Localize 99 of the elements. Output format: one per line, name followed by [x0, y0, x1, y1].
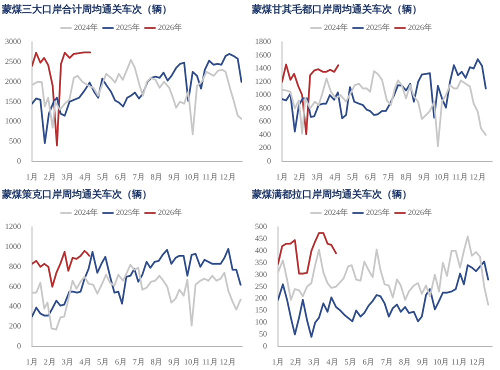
legend-label: 2026年: [408, 208, 432, 218]
y-tick-label: 2500: [5, 56, 21, 66]
x-tick-label: 7月: [132, 172, 145, 182]
x-tick-label: 9月: [168, 357, 180, 366]
legend-label: 2025年: [116, 208, 140, 218]
legend-label: 2024年: [74, 23, 98, 32]
x-tick-label: 12月: [470, 172, 486, 182]
y-tick-label: 450: [255, 234, 267, 244]
y-tick-label: 1000: [5, 242, 21, 251]
y-tick-label: 350: [255, 258, 267, 267]
x-tick-label: 5月: [347, 172, 360, 182]
x-tick-label: 12月: [220, 357, 236, 366]
y-tick-label: 1000: [5, 116, 21, 126]
x-tick-label: 4月: [79, 172, 92, 182]
y-tick-label: 500: [255, 222, 267, 232]
y-tick-label: 400: [9, 302, 21, 311]
chart-title: 蒙煤三大口岸合计周均通关车次（辆）: [1, 4, 172, 16]
x-tick-label: 3月: [62, 357, 74, 366]
x-tick-label: 11月: [202, 357, 218, 366]
y-tick-label: 400: [259, 130, 271, 139]
x-tick-label: 2月: [44, 172, 56, 182]
x-tick-label: 11月: [202, 172, 218, 182]
y-tick-label: 1200: [5, 222, 21, 232]
x-tick-label: 9月: [418, 172, 430, 182]
y-tick-label: 600: [259, 116, 271, 126]
x-tick-label: 7月: [380, 357, 393, 366]
legend-label: 2025年: [366, 23, 390, 32]
chart-title: 蒙煤满都拉口岸周均通关车次（辆）: [251, 188, 412, 201]
x-tick-label: 10月: [433, 357, 450, 366]
x-tick-label: 9月: [168, 172, 180, 182]
y-tick-label: 800: [259, 103, 271, 112]
x-tick-label: 10月: [184, 357, 200, 366]
chart-title: 蒙煤甘其毛都口岸周均通关车次（辆）: [251, 4, 422, 16]
y-tick-label: 2000: [5, 76, 21, 86]
y-tick-label: 200: [255, 294, 267, 303]
x-tick-label: 6月: [364, 172, 377, 182]
x-tick-label: 8月: [150, 357, 163, 366]
y-tick-label: 250: [255, 282, 267, 291]
x-tick-label: 2月: [294, 172, 306, 182]
y-tick-label: 50: [259, 330, 267, 339]
x-tick-label: 2月: [44, 357, 56, 366]
y-tick-label: 1400: [255, 64, 271, 73]
x-tick-label: 3月: [308, 357, 320, 366]
y-tick-label: 0: [17, 156, 21, 166]
x-tick-label: 6月: [362, 357, 375, 366]
x-tick-label: 12月: [220, 172, 236, 182]
y-tick-label: 800: [9, 262, 21, 271]
legend-label: 2026年: [158, 23, 182, 32]
legend-label: 2026年: [408, 23, 432, 32]
y-tick-label: 1000: [255, 90, 271, 100]
x-tick-label: 1月: [276, 172, 288, 182]
x-tick-label: 12月: [469, 357, 486, 366]
y-tick-label: 600: [9, 282, 21, 291]
legend-label: 2026年: [158, 208, 182, 218]
y-tick-label: 300: [255, 270, 267, 279]
x-tick-label: 8月: [400, 172, 413, 182]
y-tick-label: 3000: [5, 37, 21, 46]
x-tick-label: 6月: [114, 357, 127, 366]
y-tick-label: 200: [259, 143, 271, 152]
x-tick-label: 2月: [290, 357, 302, 366]
y-tick-label: 0: [17, 341, 21, 350]
x-tick-label: 7月: [382, 172, 395, 182]
x-tick-label: 10月: [434, 172, 450, 182]
x-tick-label: 8月: [150, 172, 163, 182]
x-tick-label: 7月: [132, 357, 145, 366]
y-tick-label: 1600: [255, 50, 271, 60]
x-tick-label: 4月: [326, 357, 338, 366]
x-tick-label: 11月: [452, 172, 468, 182]
x-tick-label: 6月: [114, 172, 127, 182]
legend-label: 2025年: [366, 208, 390, 218]
y-tick-label: 0: [263, 341, 267, 350]
x-tick-label: 1月: [272, 357, 284, 366]
y-tick-label: 1200: [255, 76, 271, 86]
x-tick-label: 3月: [62, 172, 74, 182]
x-tick-label: 10月: [184, 172, 200, 182]
legend-label: 2025年: [116, 23, 140, 32]
y-tick-label: 0: [267, 156, 271, 166]
y-tick-label: 400: [255, 246, 267, 255]
y-tick-label: 1800: [255, 37, 271, 46]
x-tick-label: 8月: [398, 357, 411, 366]
x-tick-label: 3月: [312, 172, 324, 182]
legend-label: 2024年: [74, 208, 98, 218]
y-tick-label: 500: [9, 136, 21, 146]
y-tick-label: 150: [255, 306, 267, 315]
x-tick-label: 9月: [417, 357, 430, 366]
x-tick-label: 5月: [97, 357, 110, 366]
chart-title: 蒙煤策克口岸周均通关车次（辆）: [1, 188, 152, 201]
x-tick-label: 11月: [452, 357, 468, 366]
x-tick-label: 5月: [344, 357, 357, 366]
x-tick-label: 1月: [26, 357, 38, 366]
legend-label: 2024年: [324, 23, 348, 32]
x-tick-label: 4月: [329, 172, 342, 182]
legend-label: 2024年: [324, 208, 348, 218]
y-tick-label: 1500: [5, 96, 21, 106]
x-tick-label: 1月: [26, 172, 38, 182]
x-tick-label: 5月: [97, 172, 110, 182]
y-tick-label: 200: [9, 322, 21, 331]
x-tick-label: 4月: [79, 357, 92, 366]
y-tick-label: 100: [255, 318, 267, 327]
